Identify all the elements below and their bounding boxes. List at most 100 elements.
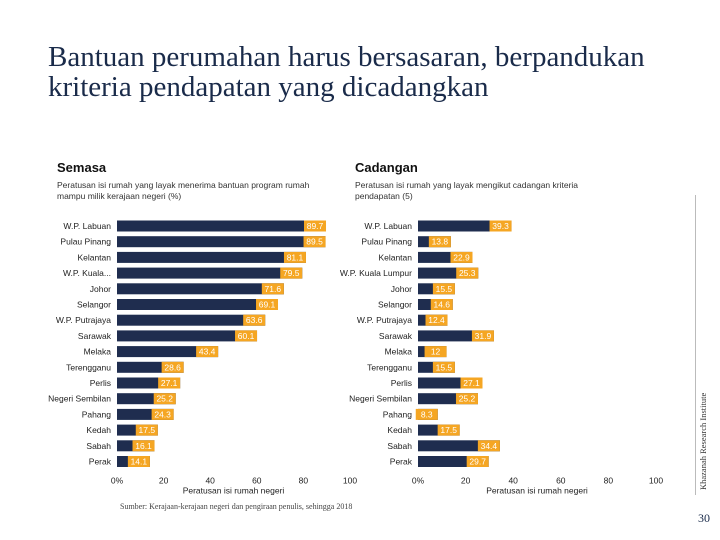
left-bar — [117, 251, 306, 263]
right-value-label-bg — [471, 330, 494, 342]
right-category-label: Sarawak — [379, 331, 413, 341]
left-value-label-bg — [127, 456, 150, 467]
left-value-label-bg — [158, 377, 181, 389]
right-value-label: 29.7 — [469, 457, 486, 467]
right-tick-label: 20 — [461, 476, 471, 486]
left-bar — [117, 236, 326, 248]
left-category-label: Selangor — [77, 300, 111, 310]
right-value-label: 12 — [431, 347, 441, 357]
right-value-label-bg — [460, 377, 483, 389]
left-bar — [117, 408, 174, 420]
left-value-label: 89.7 — [307, 221, 324, 231]
right-subtitle: Peratusan isi rumah yang layak mengikut … — [355, 180, 579, 201]
left-value-label: 16.1 — [135, 441, 152, 451]
left-subtitle: Peratusan isi rumah yang layak menerima … — [57, 180, 310, 201]
divider — [695, 195, 696, 495]
left-tick-label: 20 — [159, 476, 169, 486]
right-bar — [418, 456, 489, 467]
left-value-label: 25.2 — [156, 394, 173, 404]
left-bar — [117, 377, 181, 389]
right-value-label-bg — [456, 267, 479, 279]
right-tick-label: 100 — [649, 476, 663, 486]
right-value-label-bg — [477, 440, 500, 452]
right-bar — [418, 267, 479, 279]
left-tick-label: 60 — [252, 476, 262, 486]
right-value-label: 12.4 — [428, 315, 445, 325]
right-value-label: 25.2 — [459, 394, 476, 404]
left-value-label-bg — [196, 346, 219, 358]
left-value-label-bg — [261, 283, 284, 295]
left-category-label: Terengganu — [66, 362, 111, 372]
left-tick-label: 0% — [111, 476, 124, 486]
left-category-label: Sabah — [86, 441, 111, 451]
left-value-label: 63.6 — [246, 315, 263, 325]
left-value-label: 89.5 — [306, 237, 323, 247]
right-value-label: 8.3 — [421, 409, 433, 419]
left-category-label: Perak — [89, 457, 112, 467]
left-bar — [117, 393, 176, 405]
left-value-label: 43.4 — [199, 347, 216, 357]
right-value-label-bg — [466, 456, 489, 467]
right-value-label-bg — [432, 361, 455, 373]
left-bar — [117, 361, 184, 373]
right-category-label: Perlis — [391, 378, 412, 388]
right-value-label-bg — [437, 424, 460, 436]
side-label: Khazanah Research Institute — [698, 392, 708, 490]
left-category-label: Sarawak — [78, 331, 112, 341]
left-value-label: 71.6 — [265, 284, 282, 294]
right-value-label: 14.6 — [433, 300, 450, 310]
left-value-label-bg — [243, 314, 266, 326]
right-category-label: Pahang — [383, 409, 413, 419]
left-bar — [117, 283, 284, 295]
right-bar — [418, 330, 494, 342]
right-value-label: 31.9 — [475, 331, 492, 341]
page-title: Bantuan perumahan harus bersasaran, berp… — [48, 41, 645, 103]
left-tick-label: 80 — [299, 476, 309, 486]
left-category-label: Kedah — [86, 425, 111, 435]
left-value-label-bg — [280, 267, 303, 279]
left-heading: Semasa — [57, 160, 107, 175]
left-value-label-bg — [304, 220, 327, 232]
right-value-label-bg — [430, 299, 453, 310]
left-value-label: 17.5 — [139, 425, 156, 435]
left-value-label-bg — [153, 393, 176, 405]
left-bar — [117, 330, 258, 342]
left-category-label: W.P. Putrajaya — [56, 315, 111, 325]
right-value-label-bg — [489, 220, 512, 232]
right-category-label: Negeri Sembilan — [349, 394, 412, 404]
right-category-label: W.P. Labuan — [364, 221, 412, 231]
left-bar — [117, 314, 266, 326]
left-category-label: Perlis — [90, 378, 111, 388]
right-value-label: 15.5 — [436, 284, 453, 294]
right-value-label: 27.1 — [463, 378, 480, 388]
right-value-label-bg — [424, 346, 447, 358]
right-value-label-bg — [432, 283, 455, 295]
right-category-label: Sabah — [387, 441, 412, 451]
left-value-label: 60.1 — [238, 331, 255, 341]
left-value-label-bg — [303, 236, 326, 248]
right-value-label: 17.5 — [440, 425, 457, 435]
chart-proposed: W.P. Labuan 39.3 Pulau Pinang 13.8 Kelantan 2… — [340, 220, 663, 496]
left-value-label-bg — [132, 440, 155, 452]
left-category-label: Negeri Sembilan — [48, 394, 111, 404]
left-value-label: 24.3 — [154, 409, 171, 419]
left-value-label-bg — [256, 299, 279, 310]
right-heading: Cadangan — [355, 160, 418, 175]
right-value-label-bg — [450, 251, 473, 263]
right-category-label: Johor — [391, 284, 412, 294]
right-bar — [418, 377, 483, 389]
source-note: Sumber: Kerajaan-kerajaan negeri dan pen… — [120, 502, 353, 511]
page-number: 30 — [698, 511, 710, 525]
left-value-label: 27.1 — [161, 378, 178, 388]
right-bar — [418, 251, 473, 263]
right-axis-label: Peratusan isi rumah negeri — [486, 486, 588, 496]
left-category-label: Pulau Pinang — [60, 237, 111, 247]
left-value-label: 81.1 — [287, 252, 304, 262]
left-tick-label: 40 — [205, 476, 215, 486]
right-bar — [418, 220, 512, 232]
right-bar — [418, 440, 500, 452]
right-category-label: Selangor — [378, 300, 412, 310]
left-value-label-bg — [135, 424, 158, 436]
right-value-label-bg — [425, 314, 448, 326]
left-category-label: Pahang — [82, 409, 112, 419]
